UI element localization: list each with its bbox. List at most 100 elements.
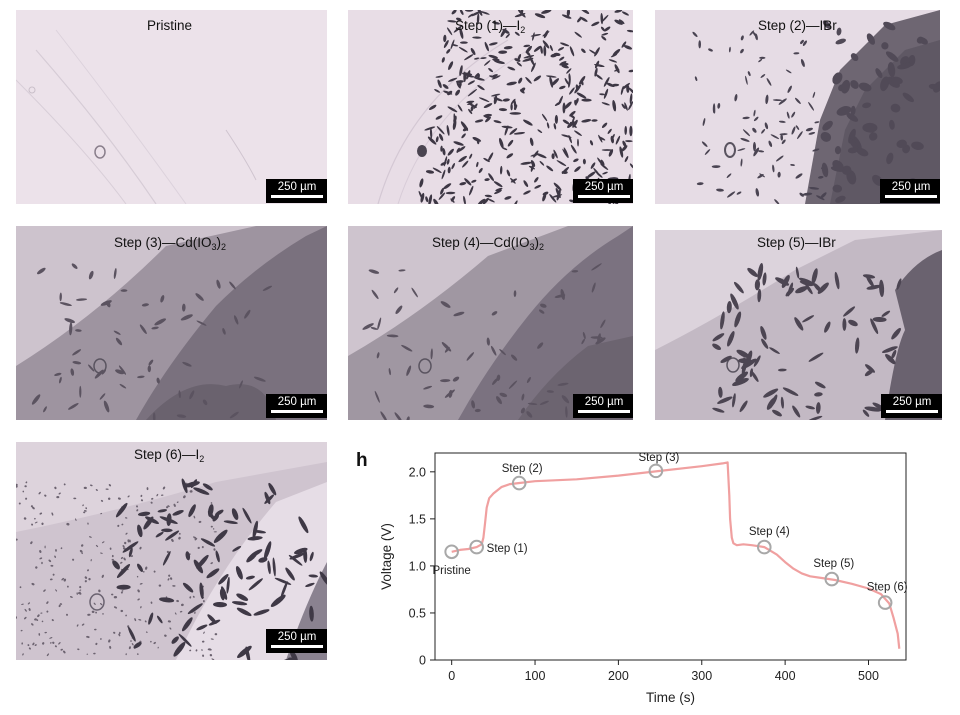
particle — [824, 321, 831, 333]
particle — [61, 577, 65, 581]
particle — [523, 55, 535, 59]
particle — [542, 193, 547, 202]
particle — [41, 561, 43, 565]
particle — [236, 607, 252, 617]
particle — [262, 285, 273, 291]
particle — [791, 126, 796, 135]
particle — [88, 577, 91, 581]
particle — [145, 566, 148, 570]
particle — [491, 75, 501, 80]
particle — [128, 646, 131, 650]
particle — [503, 46, 513, 50]
particle — [448, 389, 453, 398]
particle — [267, 560, 271, 575]
particle — [753, 109, 756, 117]
particle — [247, 536, 263, 541]
particle — [176, 501, 179, 504]
particle — [87, 522, 89, 525]
step-label: Step (2) — [502, 463, 543, 475]
particle — [429, 127, 433, 139]
micrograph-step-2: Step (2)—IBr 250 µm — [655, 10, 940, 204]
particle — [63, 650, 66, 654]
particle — [545, 75, 557, 78]
particle — [891, 76, 903, 85]
particle — [525, 51, 531, 56]
particle — [514, 31, 520, 36]
particle — [102, 613, 104, 615]
particle — [495, 187, 503, 192]
particle — [272, 557, 276, 577]
particle — [196, 320, 207, 326]
particle — [87, 636, 90, 639]
particle — [822, 20, 832, 29]
particle — [541, 113, 548, 122]
particle — [50, 564, 54, 567]
particle — [368, 269, 380, 274]
particle — [55, 589, 58, 592]
particle — [252, 520, 259, 539]
particle — [44, 631, 47, 634]
particle — [518, 77, 523, 84]
particle — [168, 574, 171, 577]
particle — [820, 192, 827, 199]
particle — [101, 541, 105, 544]
particle — [466, 352, 475, 361]
particle — [880, 76, 890, 92]
particle — [28, 647, 31, 650]
micrograph-step-5: Step (5)—IBr 250 µm — [655, 230, 942, 420]
particle — [621, 11, 629, 16]
particle — [498, 108, 508, 112]
particle — [87, 569, 89, 572]
particle — [109, 645, 112, 649]
particle — [526, 411, 533, 418]
particle — [21, 642, 24, 645]
particle — [39, 557, 43, 560]
particle — [603, 88, 609, 99]
particle — [864, 406, 882, 412]
particle — [814, 121, 820, 124]
particle — [553, 123, 557, 130]
particle — [103, 400, 110, 413]
scale-bar: 250 µm — [266, 394, 327, 418]
particle — [514, 13, 526, 18]
particle — [576, 92, 587, 99]
particle — [549, 76, 554, 88]
particle — [467, 80, 475, 85]
particle — [812, 148, 820, 152]
particle — [780, 134, 784, 141]
particle — [441, 57, 445, 63]
particle — [800, 39, 804, 44]
particle — [51, 619, 54, 622]
voltage-time-chart: 0 100 200 300 400 500 0 0.5 1.0 1.5 2.0 Time (s) Vol… — [360, 440, 920, 710]
particle — [94, 628, 97, 631]
particle — [887, 62, 896, 78]
particle — [553, 52, 561, 57]
particle — [766, 77, 772, 86]
particle — [43, 589, 46, 592]
particle — [591, 21, 600, 27]
particle — [557, 47, 565, 51]
particle — [732, 377, 749, 387]
particle — [210, 638, 214, 640]
particle — [754, 279, 761, 291]
micrograph-step-3: Step (3)—Cd(IO3)2 250 µm — [16, 226, 327, 420]
particle — [446, 158, 450, 165]
particle — [151, 497, 154, 500]
particle — [270, 594, 286, 607]
particle — [37, 614, 40, 618]
particle — [139, 546, 142, 550]
micrograph-texture — [16, 226, 327, 420]
particle — [39, 550, 42, 553]
particle — [712, 407, 725, 413]
particle — [768, 140, 773, 147]
particle — [443, 34, 447, 43]
particle — [453, 141, 464, 146]
particle — [136, 509, 139, 512]
panel-title: Step (6)—I2 — [134, 447, 205, 464]
particle — [54, 486, 57, 490]
particle — [424, 126, 436, 131]
particle — [482, 197, 489, 204]
particle — [467, 102, 473, 106]
particle — [629, 163, 633, 169]
particle — [581, 98, 592, 102]
